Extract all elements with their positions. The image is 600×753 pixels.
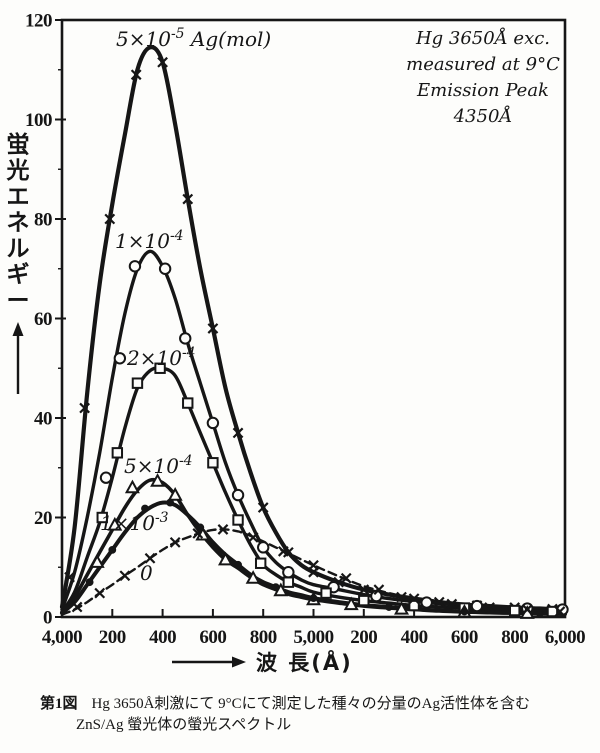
svg-text:ギ: ギ	[7, 262, 30, 288]
svg-text:ネ: ネ	[7, 210, 30, 236]
tick-labels: 0 20 40 60 80 100 120 4,000 200 400 600 800 5,000 200…	[25, 11, 586, 649]
markers-1e-3	[85, 498, 544, 618]
annotation-line: 4350Å	[453, 105, 513, 127]
curve-label-5e-4: 5×10-4	[124, 453, 193, 478]
y-tick-label: 100	[25, 110, 52, 131]
markers-1e-4	[99, 260, 569, 616]
x-tick-label: 6,000	[545, 627, 585, 648]
y-tick-label: 40	[34, 409, 52, 430]
annotation-block: Hg 3650Å exc. measured at 9°C Emission Pea…	[406, 27, 560, 127]
annotation-line: Emission Peak	[416, 80, 549, 101]
x-tick-label: 600	[199, 627, 226, 648]
svg-text:光: 光	[6, 158, 30, 184]
x-tick-label: 800	[501, 627, 528, 648]
x-axis-label: 波 長(Å)	[256, 650, 353, 675]
caption-text-1: Hg 3650Å刺激にて 9°Cにて測定した種々の分量のAg活性体を含む	[91, 696, 531, 712]
curve-label-2e-4: 2×10-4	[126, 345, 196, 370]
x-tick-label: 400	[149, 627, 176, 648]
figure-number: 第1図	[40, 696, 78, 712]
curve-label-1e-3: 1×10-3	[100, 510, 169, 535]
caption-line-1: 第1図 Hg 3650Å刺激にて 9°Cにて測定した種々の分量のAg活性体を含む	[0, 694, 600, 715]
y-tick-label: 20	[34, 508, 52, 529]
curve-label-5e-5: 5×10-5 Ag(mol)	[116, 26, 271, 51]
x-tick-label: 5,000	[293, 627, 333, 648]
figure-caption: 第1図 Hg 3650Å刺激にて 9°Cにて測定した種々の分量のAg活性体を含む …	[0, 694, 600, 736]
curve-1e-4	[60, 249, 567, 612]
annotation-line: measured at 9°C	[406, 54, 560, 75]
x-tick-label: 800	[250, 627, 277, 648]
svg-text:エ: エ	[7, 184, 30, 210]
y-tick-label: 120	[25, 11, 52, 32]
curve-1e-3	[60, 500, 567, 616]
curve-label-1e-4: 1×10-4	[115, 228, 184, 253]
annotation-line: Hg 3650Å exc.	[415, 27, 550, 49]
x-tick-label: 600	[451, 627, 478, 648]
x-tick-label: 400	[401, 627, 428, 648]
x-tick-label: 200	[350, 627, 377, 648]
markers-0	[71, 524, 566, 617]
y-tick-label: 80	[34, 210, 52, 231]
x-tick-label: 200	[99, 627, 126, 648]
caption-text-2: ZnS/Ag 螢光体の螢光スペクトル	[76, 717, 292, 733]
svg-text:蛍: 蛍	[7, 131, 30, 158]
curve-label-0: 0	[140, 561, 153, 585]
x-tick-label: 4,000	[42, 627, 82, 648]
y-tick-label: 60	[34, 309, 52, 330]
svg-text:ー: ー	[7, 288, 30, 314]
x-axis-arrow-icon	[232, 656, 246, 668]
y-tick-label: 0	[43, 608, 52, 629]
svg-text:ル: ル	[7, 236, 30, 262]
curve-2e-4	[60, 366, 567, 614]
y-axis-arrow-icon	[12, 322, 24, 336]
x-axis-title: 波 長(Å)	[172, 650, 353, 675]
fluorescence-spectrum-chart: 0 20 40 60 80 100 120 4,000 200 400 600 800 5,000 200…	[6, 11, 586, 676]
